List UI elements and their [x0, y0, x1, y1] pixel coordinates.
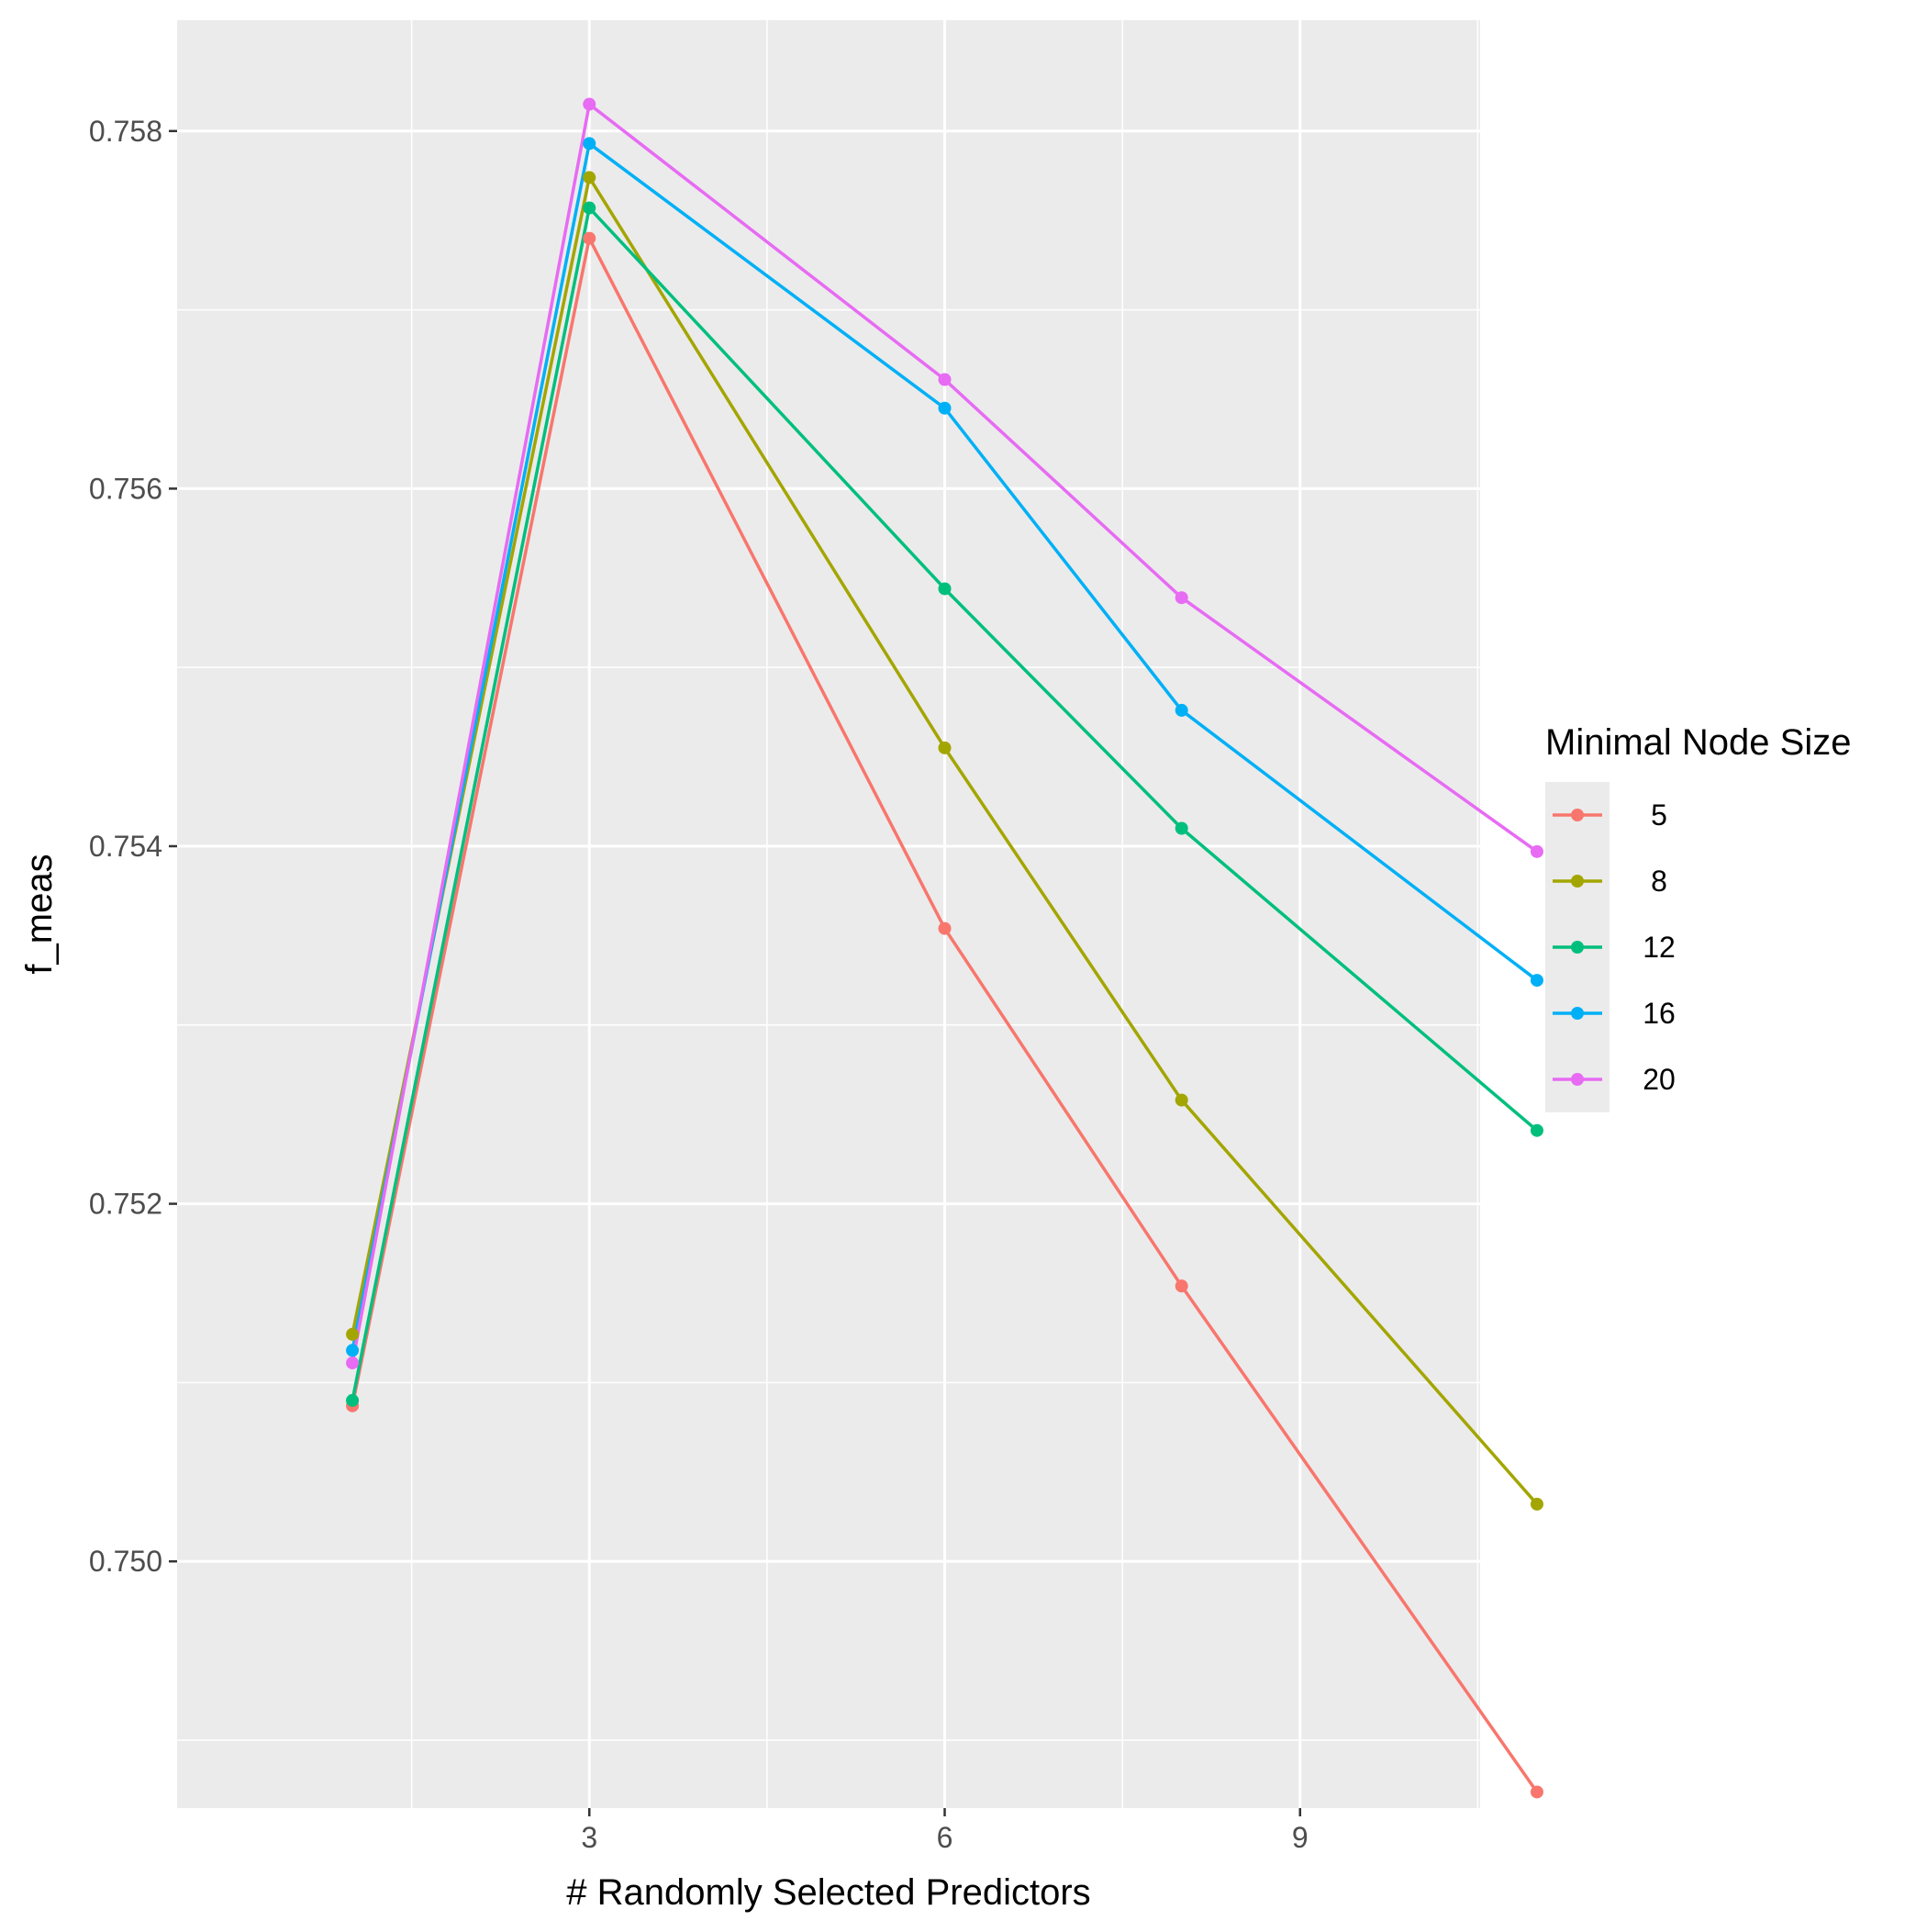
x-tick-label: 9: [1292, 1821, 1309, 1854]
legend-label: 20: [1643, 1063, 1676, 1096]
legend-label: 8: [1651, 865, 1667, 898]
data-point-16: [938, 401, 952, 415]
legend-key-point: [1571, 875, 1584, 888]
legend-item-16: 16: [1553, 997, 1676, 1030]
y-tick-label: 0.758: [89, 115, 162, 148]
y-tick-label: 0.750: [89, 1545, 162, 1578]
legend-item-8: 8: [1553, 865, 1667, 898]
legend: Minimal Node Size 5 8 12 16 20: [1545, 722, 1851, 1112]
legend-label: 5: [1651, 798, 1667, 832]
data-point-16: [1175, 703, 1188, 717]
grid-minor: [177, 20, 1480, 1808]
data-point-12: [1530, 1123, 1543, 1137]
legend-item-5: 5: [1553, 798, 1667, 832]
legend-items: 5 8 12 16 20: [1553, 798, 1676, 1096]
data-point-12: [938, 582, 952, 596]
legend-item-12: 12: [1553, 931, 1676, 964]
x-axis-title: # Randomly Selected Predictors: [566, 1872, 1090, 1913]
data-point-12: [1175, 821, 1188, 835]
y-tick-label: 0.752: [89, 1188, 162, 1221]
legend-key-point: [1571, 809, 1584, 821]
data-point-16: [583, 137, 596, 151]
data-point-5: [583, 231, 596, 245]
series-layer: [346, 97, 1543, 1799]
x-tick-label: 6: [937, 1821, 953, 1854]
data-point-8: [938, 741, 952, 754]
data-point-20: [1530, 844, 1543, 858]
data-point-8: [1530, 1497, 1543, 1511]
legend-key-point: [1571, 1007, 1584, 1020]
data-point-12: [346, 1393, 360, 1407]
data-point-16: [346, 1344, 360, 1357]
y-axis: 0.750 0.752 0.754 0.756 0.758: [89, 115, 177, 1578]
y-tick-label: 0.756: [89, 472, 162, 505]
legend-label: 12: [1643, 931, 1676, 964]
data-point-20: [346, 1356, 360, 1369]
data-point-5: [1530, 1785, 1543, 1799]
data-point-12: [583, 201, 596, 215]
y-tick-label: 0.754: [89, 830, 162, 863]
data-point-8: [1175, 1093, 1188, 1107]
data-point-8: [346, 1327, 360, 1341]
data-point-20: [1175, 591, 1188, 605]
legend-label: 16: [1643, 997, 1676, 1030]
data-point-5: [938, 921, 952, 935]
data-point-20: [583, 97, 596, 111]
legend-key-point: [1571, 941, 1584, 954]
x-axis: 3 6 9: [581, 1808, 1309, 1854]
plot-panel: [177, 20, 1480, 1808]
legend-item-20: 20: [1553, 1063, 1676, 1096]
data-point-8: [583, 171, 596, 184]
legend-key-point: [1571, 1073, 1584, 1086]
y-axis-title: f_meas: [19, 854, 60, 974]
grid-major: [177, 20, 1480, 1808]
x-tick-label: 3: [581, 1821, 597, 1854]
data-point-5: [1175, 1279, 1188, 1293]
data-point-16: [1530, 974, 1543, 988]
legend-title: Minimal Node Size: [1545, 722, 1851, 763]
data-point-20: [938, 373, 952, 386]
